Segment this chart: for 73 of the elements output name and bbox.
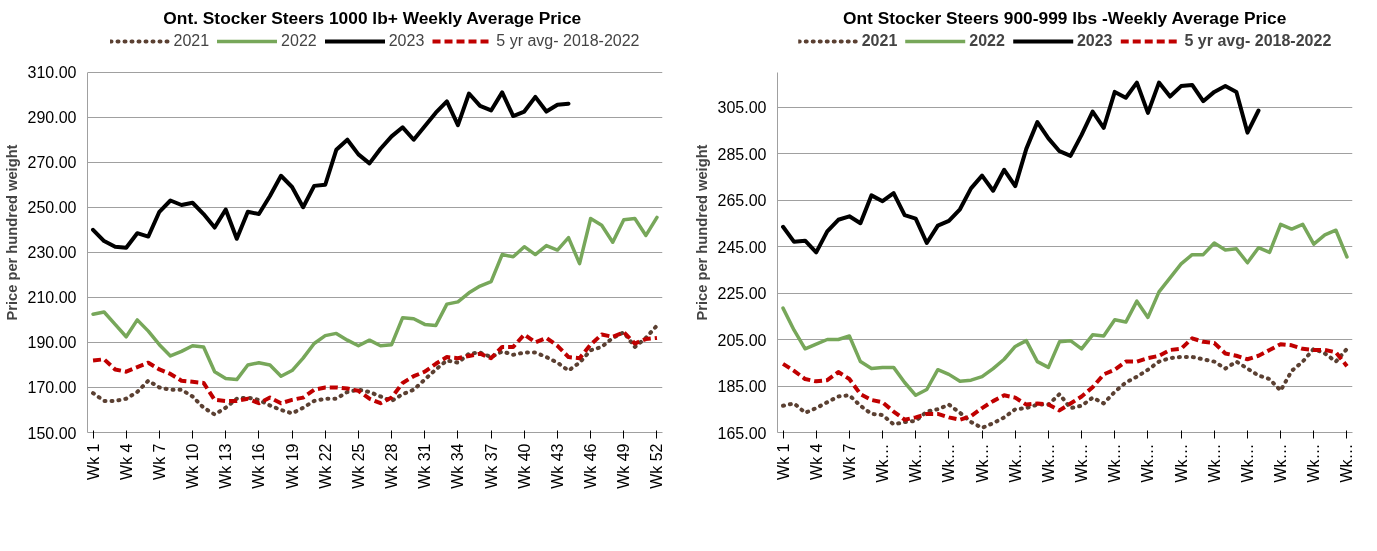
y-tick-label: 310.00 <box>27 64 77 82</box>
y-tick-label: 185.00 <box>717 378 767 395</box>
line-series <box>91 90 571 250</box>
legend-label: 2022 <box>281 32 317 50</box>
x-tick-label: Wk 19 <box>283 443 301 489</box>
line-series <box>91 330 659 406</box>
y-tick-label: 285.00 <box>717 145 767 163</box>
x-tick-label: Wk 40 <box>515 443 533 489</box>
y-tick-label: 265.00 <box>717 192 767 210</box>
x-tick-label: Wk 31 <box>416 443 434 489</box>
chart-title: Ont Stocker Steers 900-999 lbs -Weekly Average Price <box>842 7 1287 28</box>
x-tick-label: Wk 25 <box>349 443 367 489</box>
legend-label: 2023 <box>388 32 425 50</box>
y-tick-label: 210.00 <box>27 289 77 307</box>
line-series <box>91 215 659 382</box>
x-tick-label: Wk 49 <box>615 443 633 489</box>
x-tick-label: Wk 1 <box>774 443 792 480</box>
y-tick-label: 245.00 <box>717 238 767 256</box>
y-tick-label: 230.00 <box>27 244 77 262</box>
x-tick-label: Wk 7 <box>150 443 168 480</box>
y-tick-label: 150.00 <box>27 424 77 442</box>
line-series <box>781 346 1349 430</box>
x-tick-label: Wk 13 <box>217 443 235 489</box>
y-axis-title: Price per hundred weight <box>3 144 20 321</box>
y-tick-label: 270.00 <box>27 154 77 172</box>
x-tick-label: Wk 10 <box>184 443 202 489</box>
legend-label: 2022 <box>969 32 1005 50</box>
line-series <box>781 80 1261 255</box>
y-tick-label: 190.00 <box>27 334 77 352</box>
y-tick-label: 170.00 <box>27 379 77 397</box>
x-tick-label: Wk 52 <box>648 443 666 489</box>
x-tick-label: Wk 22 <box>316 443 334 489</box>
line-series <box>91 323 659 417</box>
x-tick-label: Wk… <box>1272 443 1290 483</box>
x-tick-label: Wk… <box>1073 443 1091 483</box>
x-tick-label: Wk… <box>1039 443 1057 483</box>
x-tick-label: Wk 46 <box>582 443 600 489</box>
x-tick-label: Wk 37 <box>482 443 500 489</box>
line-series <box>781 336 1349 422</box>
x-tick-label: Wk 4 <box>117 443 135 480</box>
x-tick-label: Wk… <box>940 443 958 483</box>
y-tick-label: 305.00 <box>717 99 767 117</box>
x-tick-label: Wk… <box>1238 443 1256 483</box>
line-series <box>781 222 1349 398</box>
x-tick-label: Wk… <box>973 443 991 483</box>
y-tick-label: 290.00 <box>27 109 77 127</box>
y-axis-title: Price per hundred weight <box>693 144 710 321</box>
x-tick-label: Wk… <box>1338 443 1356 483</box>
x-tick-label: Wk 1 <box>84 443 102 480</box>
x-tick-label: Wk… <box>907 443 925 483</box>
y-tick-label: 250.00 <box>27 199 77 217</box>
x-tick-label: Wk… <box>1006 443 1024 483</box>
x-tick-label: Wk… <box>1205 443 1223 483</box>
x-tick-label: Wk 34 <box>449 443 467 489</box>
x-tick-label: Wk 28 <box>383 443 401 489</box>
legend-label: 5 yr avg- 2018-2022 <box>496 32 640 50</box>
x-tick-label: Wk 16 <box>250 443 268 489</box>
chart-title: Ont. Stocker Steers 1000 lb+ Weekly Average Price <box>163 7 582 28</box>
x-tick-label: Wk… <box>1172 443 1190 483</box>
x-tick-label: Wk… <box>874 443 892 483</box>
y-tick-label: 225.00 <box>717 285 767 303</box>
x-tick-label: Wk 43 <box>548 443 566 489</box>
y-tick-label: 205.00 <box>717 331 767 349</box>
x-tick-label: Wk 4 <box>807 443 825 480</box>
x-tick-label: Wk 7 <box>840 443 858 480</box>
x-tick-label: Wk… <box>1139 443 1157 483</box>
legend-label: 5 yr avg- 2018-2022 <box>1184 32 1332 50</box>
legend-label: 2023 <box>1076 32 1113 50</box>
x-tick-label: Wk… <box>1305 443 1323 483</box>
y-tick-label: 165.00 <box>717 424 767 442</box>
legend-label: 2021 <box>173 32 210 50</box>
x-tick-label: Wk… <box>1106 443 1124 483</box>
legend-label: 2021 <box>861 32 898 50</box>
